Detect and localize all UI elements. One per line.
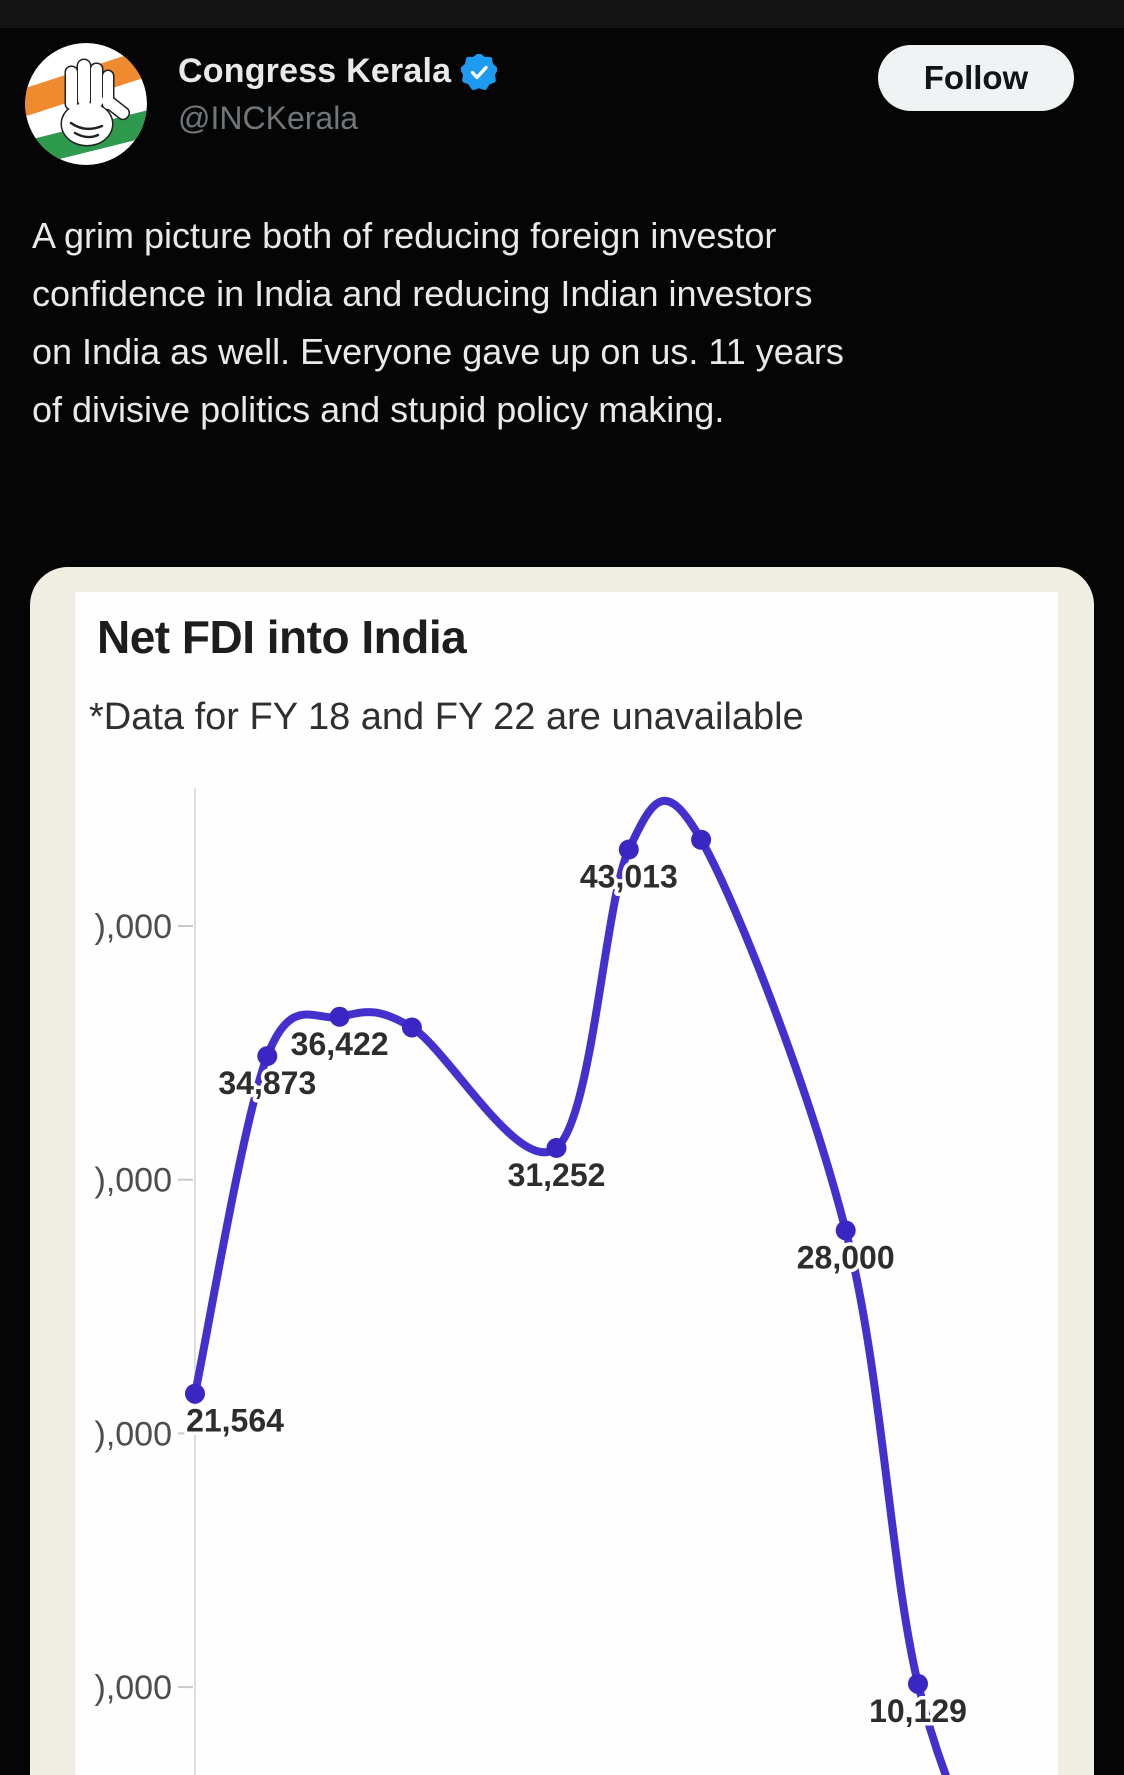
data-point-label: 21,564: [186, 1403, 284, 1439]
fdi-line-path: [191, 796, 950, 1775]
data-point-label: 28,000: [797, 1239, 895, 1275]
status-bar: [0, 0, 1124, 28]
data-point-dot: [546, 1137, 567, 1158]
congress-flag-hand-logo: [25, 43, 147, 165]
data-point-dot: [257, 1046, 278, 1067]
data-point-label: 36,422: [291, 1026, 389, 1062]
tweet-text-line: of divisive politics and stupid policy m…: [32, 389, 725, 430]
tweet-text-line: confidence in India and reducing Indian …: [32, 273, 813, 314]
data-point-dot: [618, 839, 639, 860]
user-handle[interactable]: @INCKerala: [178, 100, 359, 136]
data-point-dot: [835, 1220, 856, 1241]
tweet-text-line: A grim picture both of reducing foreign …: [32, 215, 777, 256]
data-point-dot: [329, 1006, 350, 1027]
display-name[interactable]: Congress Kerala: [178, 52, 452, 90]
data-point-label: 10,129: [869, 1693, 967, 1729]
tweet-text-line: on India as well. Everyone gave up on us…: [32, 331, 844, 372]
data-point-dot: [691, 829, 712, 850]
avatar[interactable]: [25, 43, 147, 165]
data-point-label: 34,873: [218, 1065, 316, 1101]
data-point-dot: [401, 1017, 422, 1038]
verified-badge-icon: [461, 53, 498, 90]
data-point-dot: [185, 1383, 205, 1404]
y-axis-tick-label: ),000: [95, 1162, 173, 1200]
y-axis-tick-label: ),000: [95, 1415, 173, 1453]
chart-subtitle: *Data for FY 18 and FY 22 are unavailabl…: [89, 696, 804, 738]
y-axis-tick-label: ),000: [95, 1669, 173, 1707]
chart-area: ),000 ),000 ),000 ),000 21,564 34,873 36,422 31…: [75, 592, 1058, 1775]
data-point-label: 43,013: [580, 859, 678, 895]
data-point-dot: [908, 1673, 928, 1694]
data-point-label: 31,252: [508, 1157, 606, 1193]
chart-title: Net FDI into India: [97, 611, 467, 663]
chart-card-image[interactable]: ),000 ),000 ),000 ),000 21,564 34,873 36,422 31…: [30, 567, 1094, 1775]
tweet-text: A grim picture both of reducing foreign …: [32, 207, 1107, 439]
y-axis-tick-label: ),000: [95, 908, 173, 946]
author-row: Congress Kerala: [178, 52, 498, 91]
follow-button[interactable]: Follow: [878, 45, 1074, 111]
